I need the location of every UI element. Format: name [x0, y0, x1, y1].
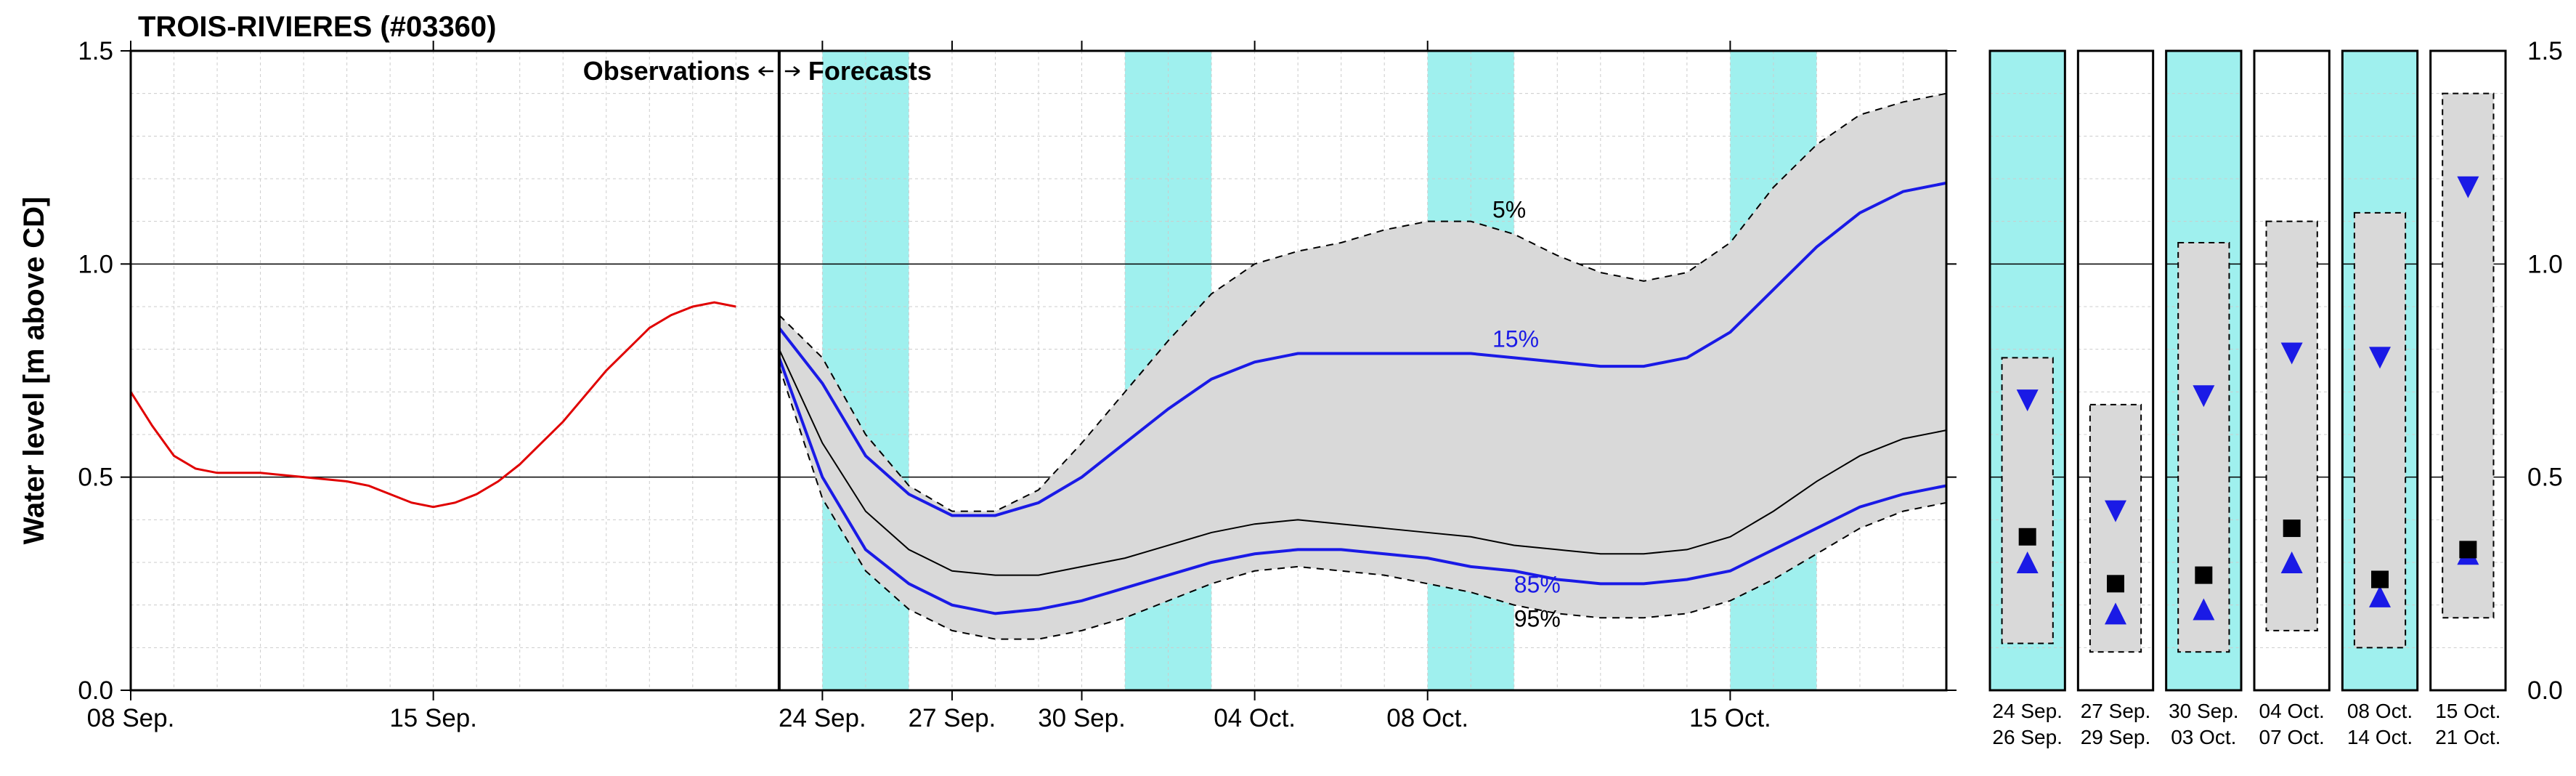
summary-panel: 08 Oct. 14 Oct.: [2342, 51, 2417, 748]
observations-label: Observations: [583, 56, 750, 86]
chart-container: 08 Sep. 15 Sep. 24 Sep. 27 Sep. 30 Sep. 04 Oc…: [0, 0, 2576, 776]
y-tick-label: 0.5: [78, 464, 113, 492]
panel-label-1: 27 Sep.: [2081, 700, 2151, 722]
x-tick-label: 15 Sep.: [389, 704, 477, 732]
chart-title: TROIS-RIVIERES (#03360): [138, 11, 497, 43]
median-square-icon: [2371, 570, 2389, 588]
panel-label-1: 24 Sep.: [1992, 700, 2063, 722]
panel-label-2: 26 Sep.: [1992, 726, 2063, 748]
median-square-icon: [2019, 528, 2036, 546]
p95-label: 95%: [1514, 606, 1561, 632]
summary-panel: 24 Sep. 26 Sep.: [1990, 51, 2065, 748]
median-square-icon: [2283, 520, 2301, 537]
y-tick-label-right: 0.0: [2527, 676, 2563, 705]
x-tick-label: 04 Oct.: [1214, 704, 1296, 732]
panel-label-2: 14 Oct.: [2347, 726, 2413, 748]
p85-label: 85%: [1514, 572, 1561, 598]
summary-panel: 30 Sep. 03 Oct.: [2166, 51, 2241, 748]
p15-label: 15%: [1492, 326, 1539, 352]
panel-label-1: 08 Oct.: [2347, 700, 2413, 722]
x-tick-label: 08 Sep.: [87, 704, 175, 732]
y-tick-label: 1.5: [78, 37, 113, 65]
panel-label-1: 15 Oct.: [2435, 700, 2500, 722]
panel-label-1: 04 Oct.: [2259, 700, 2325, 722]
panel-box: [2442, 94, 2493, 618]
chart-svg: 08 Sep. 15 Sep. 24 Sep. 27 Sep. 30 Sep. 04 Oc…: [0, 0, 2576, 776]
y-tick-label: 1.0: [78, 250, 113, 278]
y-tick-label-right: 1.0: [2527, 250, 2563, 278]
forecasts-label: Forecasts: [808, 56, 932, 86]
x-tick-label: 27 Sep.: [909, 704, 996, 732]
panel-label-2: 29 Sep.: [2081, 726, 2151, 748]
y-tick-label-right: 1.5: [2527, 37, 2563, 65]
panel-label-1: 30 Sep.: [2169, 700, 2239, 722]
panel-label-2: 03 Oct.: [2171, 726, 2236, 748]
x-tick-label: 15 Oct.: [1689, 704, 1771, 732]
y-tick-label: 0.0: [78, 676, 113, 705]
y-axis-label: Water level [m above CD]: [18, 197, 50, 545]
p5-label: 5%: [1492, 196, 1526, 222]
panel-label-2: 21 Oct.: [2435, 726, 2500, 748]
median-square-icon: [2107, 575, 2124, 592]
panel-label-2: 07 Oct.: [2259, 726, 2325, 748]
x-tick-label: 24 Sep.: [779, 704, 866, 732]
y-tick-label-right: 0.5: [2527, 464, 2563, 492]
median-square-icon: [2195, 567, 2212, 584]
x-tick-label: 08 Oct.: [1386, 704, 1468, 732]
median-square-icon: [2459, 541, 2477, 558]
panel-box: [2178, 243, 2229, 652]
x-tick-label: 30 Sep.: [1038, 704, 1126, 732]
